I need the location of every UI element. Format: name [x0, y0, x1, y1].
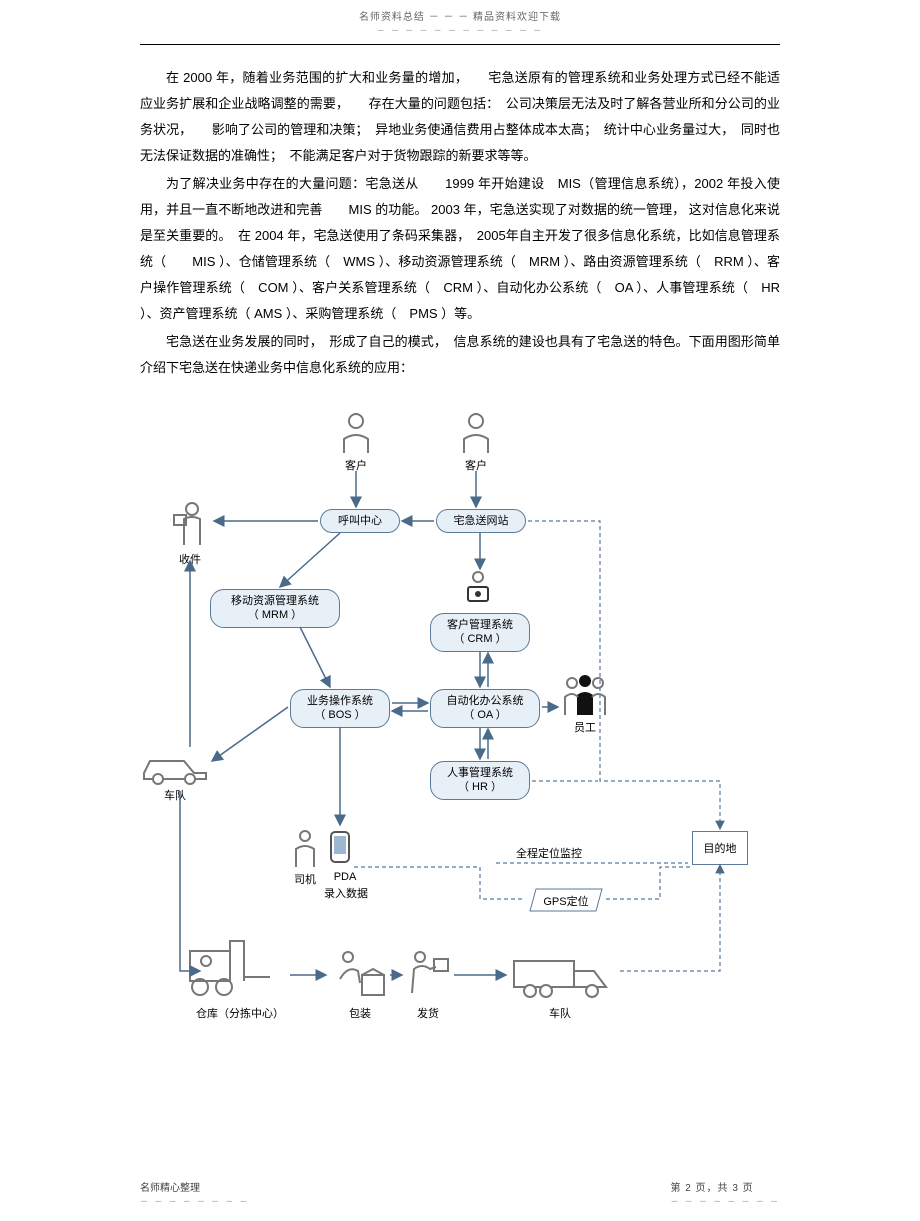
website-node: 宅急送网站	[436, 509, 526, 533]
paragraph-2: 为了解决业务中存在的大量问题：宅急送从 1999 年开始建设 MIS（管理信息系…	[140, 171, 780, 327]
fleet2-label: 车队	[540, 1005, 580, 1021]
bos-l1: 业务操作系统	[307, 695, 373, 707]
person-icon	[336, 411, 376, 460]
bos-l2: （ BOS ）	[314, 709, 365, 721]
footer-left-text: 名师精心整理	[140, 1183, 200, 1194]
crm-l1: 客户管理系统	[447, 619, 513, 631]
receiver-label: 收件	[170, 551, 210, 567]
footer-left: 名师精心整理 － － － － － － － －	[140, 1179, 250, 1207]
destination-text: 目的地	[704, 843, 737, 855]
forklift-icon	[170, 931, 280, 1006]
crm-l2: （ CRM ）	[453, 633, 506, 645]
crm-node: 客户管理系统 （ CRM ）	[430, 613, 530, 652]
shipping-label: 发货	[408, 1005, 448, 1021]
courier-icon	[170, 501, 210, 554]
mrm-node: 移动资源管理系统 （ MRM ）	[210, 589, 340, 628]
body-text: 在 2000 年，随着业务范围的扩大和业务量的增加， 宅急送原有的管理系统和业务…	[140, 65, 780, 381]
page-header: 名师资料总结 － － － 精品资料欢迎下载	[0, 0, 920, 23]
mrm-l1: 移动资源管理系统	[231, 595, 319, 607]
truck-icon	[510, 955, 620, 1006]
staff-label: 员工	[560, 719, 610, 735]
footer-right-dots: － － － － － － － －	[670, 1196, 780, 1207]
callcenter-text: 呼叫中心	[338, 515, 382, 527]
packing-label: 包装	[340, 1005, 380, 1021]
website-text: 宅急送网站	[454, 515, 509, 527]
shipping-icon	[404, 949, 454, 1004]
footer-left-dots: － － － － － － － －	[140, 1196, 250, 1207]
page-header-dots: － － － － － － － － － － － －	[0, 25, 920, 36]
pda-icon	[328, 829, 352, 874]
gps-label: GPS定位	[536, 893, 596, 909]
oa-l1: 自动化办公系统	[447, 695, 524, 707]
car-icon	[140, 751, 210, 790]
mrm-l2: （ MRM ）	[248, 609, 302, 621]
warehouse-label: 仓库（分拣中心）	[180, 1005, 300, 1021]
footer-right: 第 2 页，共 3 页 － － － － － － － －	[670, 1179, 780, 1207]
packing-icon	[330, 949, 390, 1004]
hr-l2: （ HR ）	[458, 781, 502, 793]
pda-l2: 录入数据	[316, 885, 376, 901]
customer1-label: 客户	[336, 457, 376, 473]
customer2-label: 客户	[456, 457, 496, 473]
destination-node: 目的地	[692, 831, 748, 865]
group-icon	[560, 673, 610, 722]
oa-l2: （ OA ）	[463, 709, 506, 721]
flowchart-diagram: 客户 客户 收件 呼叫中心 宅急送网站 移动资源管理系统 （ MRM ） 客户管…	[140, 411, 780, 1071]
gps-monitor-label: 全程定位监控	[516, 845, 582, 861]
bos-node: 业务操作系统 （ BOS ）	[290, 689, 390, 728]
footer-right-text: 第 2 页，共 3 页	[670, 1183, 753, 1194]
fleet1-label: 车队	[140, 787, 210, 803]
paragraph-1: 在 2000 年，随着业务范围的扩大和业务量的增加， 宅急送原有的管理系统和业务…	[140, 65, 780, 169]
hr-node: 人事管理系统 （ HR ）	[430, 761, 530, 800]
person-icon	[290, 829, 320, 874]
paragraph-3: 宅急送在业务发展的同时， 形成了自己的模式， 信息系统的建设也具有了宅急送的特色…	[140, 329, 780, 381]
computer-icon	[458, 571, 498, 616]
pda-l1: PDA	[322, 871, 368, 883]
hr-l1: 人事管理系统	[447, 767, 513, 779]
header-rule	[140, 44, 780, 45]
oa-node: 自动化办公系统 （ OA ）	[430, 689, 540, 728]
callcenter-node: 呼叫中心	[320, 509, 400, 533]
person-icon	[456, 411, 496, 460]
